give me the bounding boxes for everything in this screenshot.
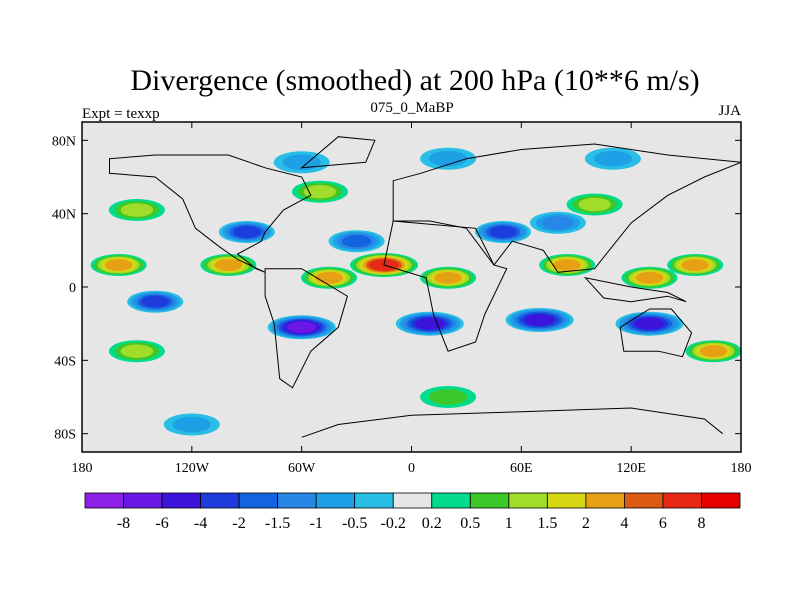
field-contour-17-2 xyxy=(120,203,154,217)
colorbar-box-16 xyxy=(701,492,741,509)
field-contour-8-6 xyxy=(286,321,317,334)
x-tick-label-4: 60E xyxy=(510,461,533,476)
y-tick-label-4: 80S xyxy=(54,428,76,443)
x-tick-label-2: 60W xyxy=(288,461,316,476)
colorbar-box-4 xyxy=(238,492,279,509)
field-contour-16-2 xyxy=(541,216,575,230)
chart-title: Divergence (smoothed) at 200 hPa (10**6 … xyxy=(130,64,699,97)
field-contour-3-4 xyxy=(315,271,343,284)
coastline-6 xyxy=(301,407,724,438)
coastline-3 xyxy=(392,143,742,273)
colorbar-label-0: -8 xyxy=(117,515,130,532)
divergence-field xyxy=(90,147,742,436)
field-contour-14-3 xyxy=(341,235,372,248)
y-tick-label-3: 40S xyxy=(54,354,76,369)
field-contour-4-4 xyxy=(434,271,462,284)
colorbar-box-8 xyxy=(392,492,433,509)
field-contour-20-2 xyxy=(120,344,154,358)
colorbar-box-3 xyxy=(200,492,240,509)
y-tick-label-0: 80N xyxy=(52,134,76,149)
field-contour-21-4 xyxy=(699,345,728,358)
field-contour-18-2 xyxy=(303,185,337,199)
field-contour-7-4 xyxy=(681,259,710,271)
coastline-4 xyxy=(619,308,693,358)
colorbar-label-3: -2 xyxy=(232,515,245,532)
field-contour-0-4 xyxy=(214,259,243,271)
colorbar-label-1: -6 xyxy=(155,515,168,532)
right-string: JJA xyxy=(718,103,741,119)
field-contour-15-4 xyxy=(489,226,517,238)
colorbar-label-11: 1.5 xyxy=(537,515,557,532)
colorbar-box-7 xyxy=(354,492,394,509)
field-contour-13-4 xyxy=(232,226,261,238)
field-contour-12-4 xyxy=(141,295,170,308)
colorbar-box-1 xyxy=(123,492,163,509)
colorbar-box-15 xyxy=(662,492,702,509)
colorbar-label-8: 0.2 xyxy=(422,515,442,532)
x-tick-label-5: 120E xyxy=(616,461,646,476)
field-contour-24-1 xyxy=(593,150,633,167)
field-contour-6-4 xyxy=(635,271,664,284)
field-contour-1-4 xyxy=(104,259,133,271)
colorbar-box-5 xyxy=(277,492,317,509)
coastline-5 xyxy=(300,136,376,169)
colorbar-box-14 xyxy=(624,492,664,509)
center-string: 075_0_MaBP xyxy=(370,100,453,116)
x-tick-label-3: 0 xyxy=(408,461,415,476)
colorbar-label-4: -1.5 xyxy=(265,515,290,532)
x-tick-label-1: 120W xyxy=(175,461,210,476)
colorbar-box-13 xyxy=(585,492,625,509)
colorbar-box-11 xyxy=(508,492,548,509)
colorbar-label-13: 4 xyxy=(620,515,628,532)
colorbar-box-6 xyxy=(315,492,356,509)
colorbar-label-12: 2 xyxy=(582,515,590,532)
colorbar-box-2 xyxy=(161,492,201,509)
colorbar-label-14: 6 xyxy=(659,515,667,532)
colorbar-box-0 xyxy=(84,492,124,509)
coastline-outlines xyxy=(109,136,742,438)
field-contour-5-4 xyxy=(553,259,581,271)
x-tick-label-0: 180 xyxy=(72,461,93,476)
field-contour-23-1 xyxy=(428,150,468,167)
field-contour-22-1 xyxy=(282,154,321,171)
colorbar: -8 -6 -4 -2 -1.5 -1 -0.5 -0.2 0.2 0.5 1 1.5 2 4 6 8 xyxy=(84,492,741,532)
y-axis-ticks: 80N 40N 0 40S 80S xyxy=(52,134,741,443)
field-contour-25-1 xyxy=(172,416,211,433)
colorbar-box-12 xyxy=(546,492,587,509)
colorbar-label-7: -0.2 xyxy=(381,515,406,532)
colorbar-label-9: 0.5 xyxy=(460,515,480,532)
coastline-7 xyxy=(584,277,687,303)
colorbar-label-2: -4 xyxy=(194,515,207,532)
colorbar-label-6: -0.5 xyxy=(342,515,367,532)
map-panel xyxy=(81,121,742,453)
colorbar-label-5: -1 xyxy=(310,515,323,532)
colorbar-label-10: 1 xyxy=(505,515,513,532)
colorbar-box-9 xyxy=(431,492,471,509)
left-string: Expt = texxp xyxy=(82,106,160,122)
field-contour-19-2 xyxy=(578,197,611,212)
x-tick-label-6: 180 xyxy=(731,461,752,476)
coastline-1 xyxy=(264,268,348,389)
colorbar-label-15: 8 xyxy=(698,515,706,532)
coastline-0 xyxy=(109,154,312,273)
field-contour-9-5 xyxy=(414,317,446,330)
field-contour-26-1 xyxy=(428,389,468,405)
y-tick-label-1: 40N xyxy=(52,208,76,223)
colorbar-box-10 xyxy=(469,492,510,509)
x-axis-ticks: 180 120W 60W 0 60E 120E 180 xyxy=(72,122,752,476)
field-contour-10-5 xyxy=(524,314,555,326)
field-contour-11-5 xyxy=(634,317,665,330)
y-tick-label-2: 0 xyxy=(69,281,76,296)
